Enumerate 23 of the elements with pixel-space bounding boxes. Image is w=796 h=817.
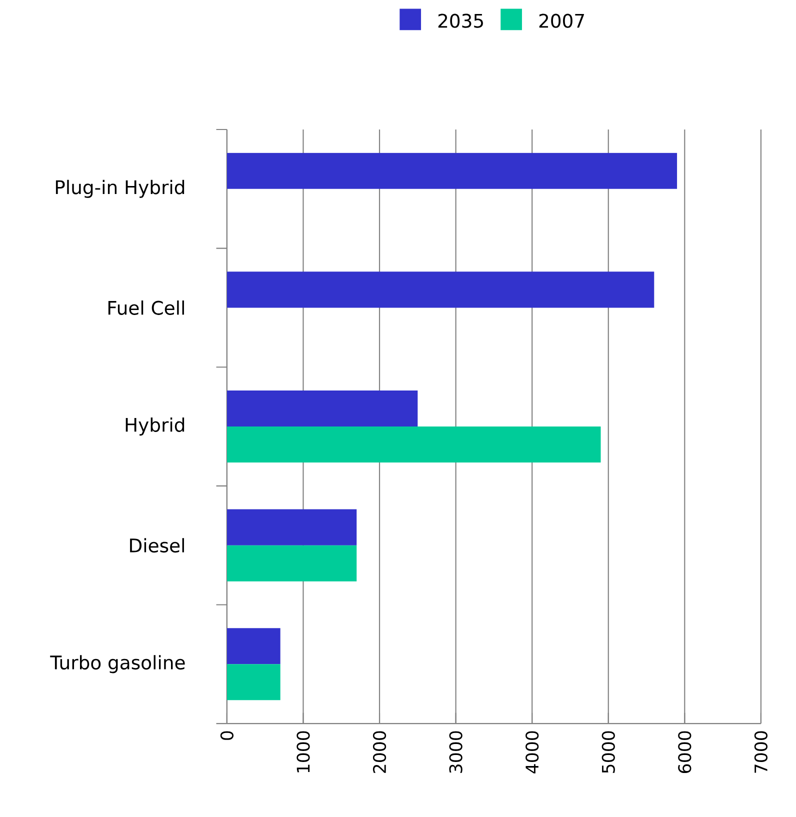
x-tick-label: 3000 [449, 731, 463, 773]
x-tick-label: 0 [220, 731, 234, 740]
bar [227, 509, 357, 546]
x-tick-label: 7000 [754, 731, 768, 773]
legend-label: 2035 [438, 14, 484, 28]
y-tick-label: Fuel Cell [108, 300, 184, 315]
y-tick-label: Turbo gasoline [50, 655, 185, 674]
bar [227, 664, 281, 700]
bar [227, 426, 601, 463]
bar [227, 390, 418, 427]
x-tick-label: 6000 [678, 731, 692, 773]
y-tick-label: Plug-in Hybrid [56, 180, 184, 198]
bar [227, 545, 357, 582]
x-tick-label: 1000 [296, 731, 310, 772]
bar [227, 152, 678, 189]
x-tick-label: 4000 [526, 731, 539, 774]
legend-label: 2007 [540, 14, 584, 28]
y-tick-label: Diesel [130, 538, 184, 553]
x-tick-label: 2000 [373, 731, 386, 773]
bar [227, 628, 281, 664]
bar [227, 272, 654, 308]
y-tick-label: Hybrid [126, 417, 184, 436]
x-tick-label: 5000 [602, 731, 616, 773]
